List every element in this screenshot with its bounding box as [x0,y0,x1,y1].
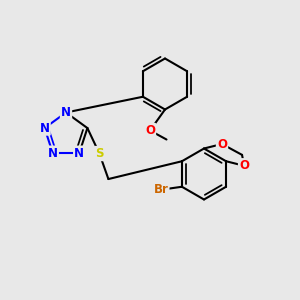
Text: O: O [145,124,155,137]
Text: N: N [74,147,84,160]
Text: N: N [40,122,50,134]
Text: O: O [239,159,249,172]
Text: N: N [61,106,71,119]
Text: Br: Br [154,183,168,196]
Text: N: N [48,147,58,160]
Text: S: S [95,147,103,160]
Text: O: O [217,137,227,151]
